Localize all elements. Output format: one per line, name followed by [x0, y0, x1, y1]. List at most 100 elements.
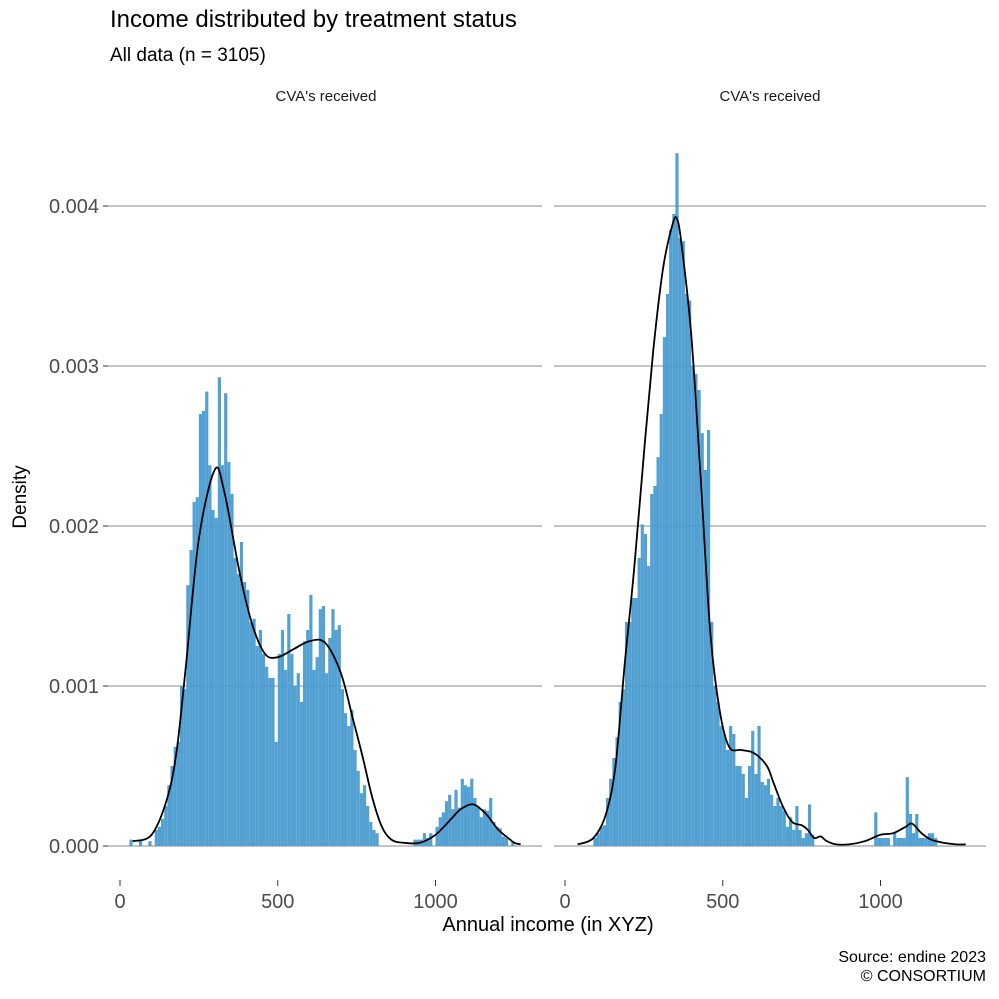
histogram-bar	[612, 758, 616, 846]
facet-panel-right: 0 500 1000	[554, 153, 986, 913]
histogram-bar	[473, 798, 477, 846]
histogram-bar	[703, 470, 707, 846]
histogram-bar	[321, 606, 326, 846]
x-tick-label: 0	[559, 891, 570, 913]
histogram-bar	[760, 782, 764, 846]
histogram-bar	[744, 798, 748, 846]
histogram-bar	[460, 778, 464, 846]
histogram-bar	[350, 710, 354, 846]
histogram-bar	[236, 574, 240, 846]
histogram-bar	[217, 377, 221, 846]
histogram-bar	[189, 550, 193, 846]
histogram-bar	[650, 494, 654, 846]
histogram-bar	[719, 726, 723, 846]
histogram-bar	[252, 618, 256, 846]
histogram-bar	[290, 654, 294, 846]
histogram-bar	[470, 778, 474, 846]
histogram-bar	[454, 790, 458, 846]
histogram-bar	[239, 542, 244, 846]
facet-strip-label-right: CVA's received	[719, 88, 821, 105]
histogram-bar	[498, 828, 502, 846]
histogram-bar	[905, 777, 909, 846]
histogram-bar	[284, 670, 288, 846]
histogram-bar	[908, 814, 913, 846]
histogram-bar	[782, 810, 786, 846]
histogram-bar	[255, 646, 259, 846]
histogram-bar	[665, 294, 670, 846]
histogram-bar	[795, 806, 799, 846]
histogram-bar	[741, 774, 745, 846]
histogram-bar	[293, 686, 297, 846]
histogram-bar	[801, 838, 805, 846]
histogram-bar	[467, 786, 471, 846]
histogram-bar	[205, 391, 209, 846]
histogram-bar	[214, 518, 218, 846]
histogram-bar	[309, 594, 313, 846]
histogram-bar	[451, 809, 455, 846]
histogram-bar	[631, 598, 635, 846]
histogram-bar	[722, 734, 726, 846]
histogram-bar	[675, 153, 679, 846]
histogram-bar	[921, 838, 925, 846]
histogram-bar	[344, 713, 348, 846]
histogram-bar	[356, 770, 360, 846]
histogram-bar	[628, 622, 632, 846]
chart-subtitle: All data (n = 3105)	[110, 45, 266, 66]
histogram-bar	[312, 670, 316, 846]
histogram-bar	[697, 390, 701, 846]
histogram-bar	[624, 622, 629, 846]
histogram-bar	[504, 838, 509, 846]
histogram-bar	[249, 622, 253, 846]
histogram-bar	[811, 834, 815, 846]
histogram-bar	[883, 838, 887, 846]
histogram-bar	[694, 374, 698, 846]
histogram-bar	[691, 366, 695, 846]
histogram-bar	[277, 654, 281, 846]
histogram-bar	[198, 414, 203, 846]
histogram-bar	[899, 838, 903, 846]
histogram-bar	[246, 590, 250, 846]
histogram-bar	[877, 838, 881, 846]
facet-strip-label-left: CVA's received	[275, 88, 377, 105]
histogram-bar	[700, 433, 704, 846]
histogram-bar	[296, 673, 300, 846]
histogram-bar	[596, 833, 600, 846]
histogram-bar	[634, 598, 638, 846]
histogram-bar	[167, 785, 171, 846]
x-axis-label: Annual income (in XYZ)	[442, 914, 654, 936]
histogram-bar	[208, 465, 212, 846]
histogram-bar	[659, 414, 663, 846]
histogram-bar	[684, 294, 689, 846]
histogram-bar	[706, 430, 711, 846]
histogram-bar	[732, 734, 736, 846]
histogram-bar	[457, 807, 461, 846]
histogram-bar	[211, 510, 215, 846]
histogram-bar	[369, 822, 373, 846]
histogram-bar	[476, 807, 480, 846]
y-tick-label: 0.004	[49, 196, 99, 218]
histogram-bar	[325, 673, 329, 846]
histogram-bar	[637, 558, 641, 846]
histogram-bar	[599, 826, 603, 846]
histogram-bar	[915, 814, 919, 846]
histogram-bar	[511, 841, 515, 846]
histogram-bar	[776, 798, 780, 846]
histogram-bar	[318, 609, 322, 846]
histogram-bar	[233, 558, 237, 846]
histogram-bar	[918, 838, 922, 846]
histogram-bar	[773, 806, 777, 846]
x-tick-label: 500	[706, 891, 739, 913]
histogram-bar	[713, 686, 717, 846]
histogram-bar	[359, 793, 363, 846]
histogram-bar	[798, 830, 802, 846]
histogram-bar	[489, 798, 493, 846]
histogram-bar	[653, 486, 657, 846]
histogram-bar	[725, 750, 730, 846]
histogram-bar	[331, 609, 335, 846]
histogram-bar	[874, 812, 878, 846]
histogram-bar	[766, 778, 771, 846]
histogram-bar	[353, 750, 357, 846]
histogram-bar	[328, 638, 332, 846]
histogram-bar	[643, 534, 648, 846]
